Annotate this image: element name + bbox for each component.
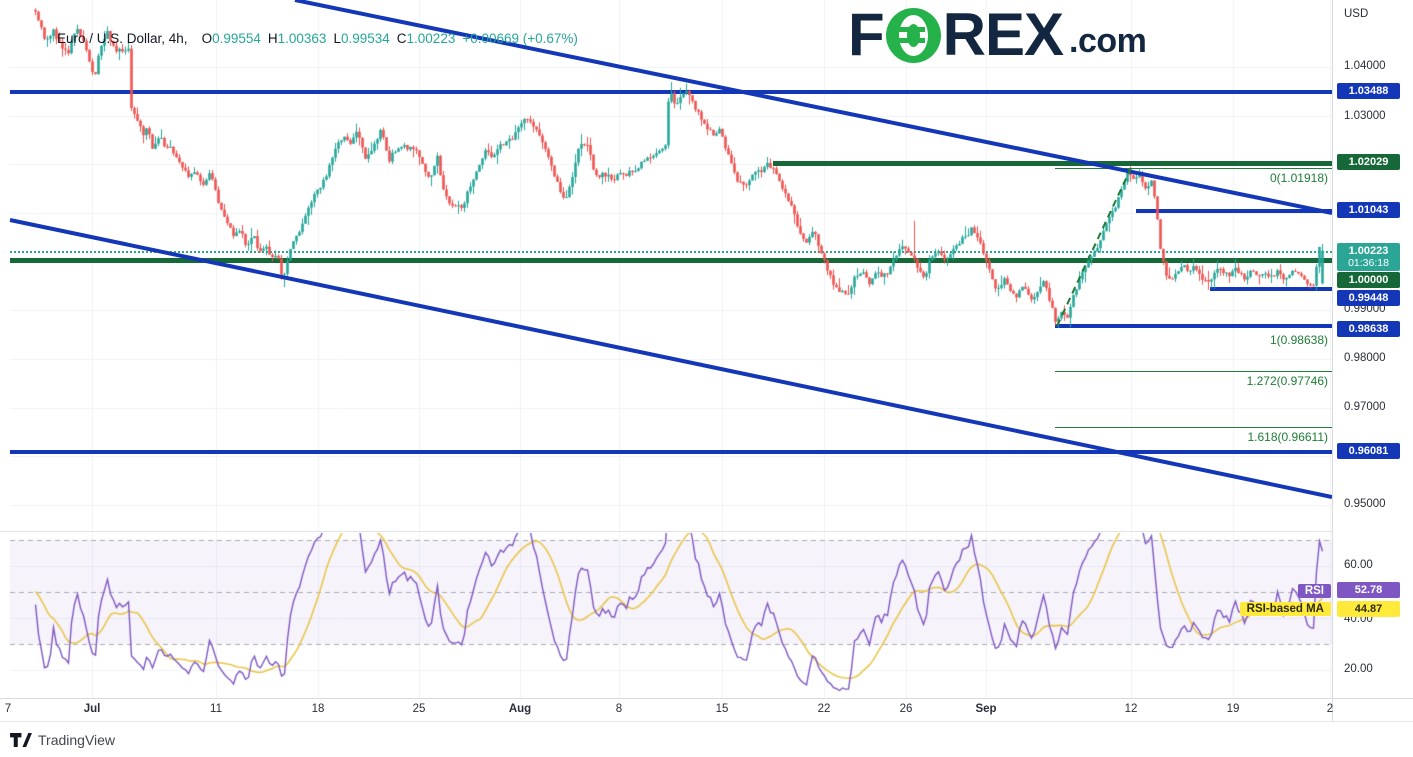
axis-tick-USD: USD bbox=[1344, 8, 1369, 20]
time-label-Aug: Aug bbox=[508, 703, 532, 715]
axis-badge-1.01043: 1.01043 bbox=[1337, 202, 1400, 218]
axis-badge-1.00000: 1.00000 bbox=[1337, 272, 1400, 288]
pane-separator[interactable] bbox=[0, 531, 1413, 532]
axis-tick-0.98000: 0.98000 bbox=[1344, 352, 1386, 364]
time-label-11: 11 bbox=[210, 703, 222, 715]
time-label-15: 15 bbox=[715, 703, 729, 715]
fib-label-1: 1(0.98638) bbox=[1269, 333, 1328, 347]
price-chart-canvas[interactable] bbox=[0, 0, 1332, 721]
time-label-7: 7 bbox=[4, 703, 12, 715]
ohlc-open: O0.99554 bbox=[201, 31, 261, 46]
fib-label-0: 0(1.01918) bbox=[1269, 171, 1328, 185]
axis-tick-20.00: 20.00 bbox=[1344, 663, 1373, 675]
axis-tick-0.97000: 0.97000 bbox=[1344, 401, 1386, 413]
time-label-18: 18 bbox=[311, 703, 325, 715]
forex-com-logo: F REX .com bbox=[848, 1, 1147, 68]
price-change: +0.00669 (+0.67%) bbox=[462, 31, 578, 46]
axis-tick-1.04000: 1.04000 bbox=[1344, 60, 1386, 72]
axis-tick-60.00: 60.00 bbox=[1344, 559, 1373, 571]
price-axis[interactable]: USD 1.04000 1.03000 0.99000 0.98000 0.97000 0.… bbox=[1332, 0, 1413, 721]
axis-badge-0.96081: 0.96081 bbox=[1337, 443, 1400, 459]
logo-letter-f: F bbox=[848, 1, 885, 68]
time-label-12: 12 bbox=[1124, 703, 1138, 715]
time-label-Sep: Sep bbox=[975, 703, 997, 715]
ohlc-close: C1.00223 bbox=[396, 31, 456, 46]
axis-tick-0.95000: 0.95000 bbox=[1344, 498, 1386, 510]
logo-dotcom: .com bbox=[1069, 22, 1147, 60]
rsi-label-badge: RSI bbox=[1297, 584, 1331, 598]
axis-tick-0.99000: 0.99000 bbox=[1344, 303, 1386, 315]
rsi-ma-label-badge: RSI-based MA bbox=[1239, 602, 1331, 616]
axis-badge-current: 1.00223 01:36:18 bbox=[1337, 243, 1400, 271]
symbol-title: Euro / U.S. Dollar, 4h, bbox=[57, 31, 188, 46]
time-axis[interactable]: 7 Jul 11 18 25 Aug 8 15 22 26 Sep 12 19 2 bbox=[0, 698, 1413, 722]
axis-badge-rsi-ma-value: 44.87 bbox=[1337, 601, 1400, 617]
symbol-legend[interactable]: Euro / U.S. Dollar, 4h, O0.99554 H1.0036… bbox=[57, 31, 578, 46]
time-label-25: 25 bbox=[412, 703, 426, 715]
tradingview-attribution[interactable]: TradingView bbox=[10, 732, 115, 748]
ohlc-high: H1.00363 bbox=[267, 31, 327, 46]
ohlc-low: L0.99534 bbox=[333, 31, 390, 46]
axis-badge-1.03488: 1.03488 bbox=[1337, 83, 1400, 99]
tradingview-logo-icon bbox=[10, 733, 32, 747]
time-label-26: 26 bbox=[899, 703, 913, 715]
time-label-22: 22 bbox=[817, 703, 831, 715]
axis-badge-rsi-value: 52.78 bbox=[1337, 582, 1400, 598]
time-label-Jul: Jul bbox=[83, 703, 101, 715]
axis-badge-1.02029: 1.02029 bbox=[1337, 154, 1400, 170]
fib-label-3: 1.618(0.96611) bbox=[1247, 430, 1328, 444]
axis-badge-0.99448: 0.99448 bbox=[1337, 290, 1400, 306]
time-label-2: 2 bbox=[1326, 703, 1334, 715]
tradingview-attribution-text: TradingView bbox=[38, 732, 116, 748]
time-label-8: 8 bbox=[615, 703, 623, 715]
bottom-bar: TradingView bbox=[0, 721, 1413, 757]
fib-label-2: 1.272(0.97746) bbox=[1246, 374, 1328, 388]
axis-badge-0.98638: 0.98638 bbox=[1337, 321, 1400, 337]
logo-letters-rex: REX bbox=[942, 1, 1064, 68]
axis-tick-1.03000: 1.03000 bbox=[1344, 110, 1386, 122]
logo-o-icon bbox=[885, 7, 941, 63]
time-label-19: 19 bbox=[1226, 703, 1240, 715]
